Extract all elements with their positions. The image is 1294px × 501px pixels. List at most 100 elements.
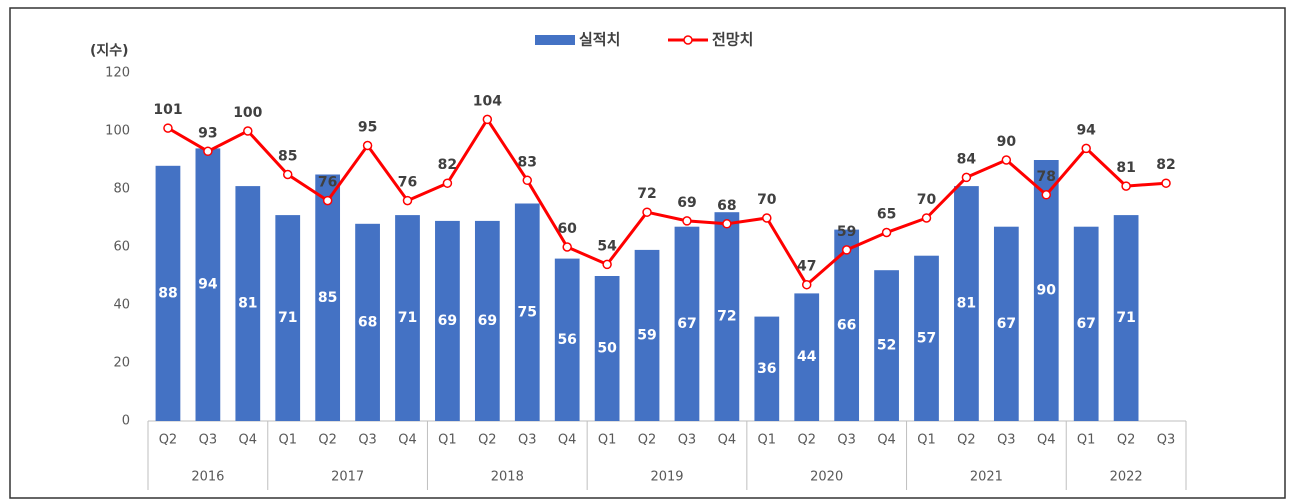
x-tick-label: Q1 xyxy=(438,433,457,448)
bar-value-label: 67 xyxy=(677,316,696,332)
x-group-label: 2020 xyxy=(810,470,843,485)
bar-value-label: 90 xyxy=(1037,283,1057,299)
x-group-label: 2016 xyxy=(191,470,224,485)
bar-value-label: 57 xyxy=(917,330,936,346)
bar-value-label: 67 xyxy=(1076,316,1095,332)
line-marker xyxy=(322,195,333,206)
x-tick-label: Q3 xyxy=(518,433,537,448)
line-marker xyxy=(243,126,253,136)
line-value-label: 76 xyxy=(398,175,417,191)
line-marker xyxy=(1041,190,1052,200)
line-marker xyxy=(562,242,572,252)
y-tick-label: 0 xyxy=(122,414,130,429)
x-group-label: 2021 xyxy=(970,470,1003,485)
line-value-label: 76 xyxy=(318,175,337,191)
bar-value-label: 36 xyxy=(757,361,776,377)
line-marker xyxy=(282,169,293,180)
line-marker xyxy=(682,216,692,226)
line-marker xyxy=(642,207,652,217)
line-marker xyxy=(482,114,493,125)
x-tick-label: Q3 xyxy=(1157,433,1176,448)
line-marker xyxy=(1161,178,1171,188)
bar xyxy=(1073,226,1099,421)
line-marker xyxy=(522,175,533,186)
bar xyxy=(674,226,700,421)
x-tick-label: Q4 xyxy=(877,433,896,448)
x-tick-label: Q3 xyxy=(837,433,856,448)
line-value-label: 82 xyxy=(438,157,457,173)
bar-value-label: 85 xyxy=(318,290,337,306)
line-value-label: 95 xyxy=(358,120,377,136)
bar-value-label: 67 xyxy=(997,316,1016,332)
bar-value-label: 71 xyxy=(1116,310,1135,326)
x-tick-label: Q1 xyxy=(758,433,777,448)
y-axis-label: (지수) xyxy=(90,43,129,59)
legend-label: 전망치 xyxy=(712,31,753,49)
line-value-label: 90 xyxy=(997,134,1017,150)
bar xyxy=(195,148,221,421)
x-tick-label: Q3 xyxy=(199,433,218,448)
x-group-label: 2018 xyxy=(491,470,524,485)
y-tick-label: 40 xyxy=(113,298,130,313)
bar-value-label: 72 xyxy=(717,309,736,325)
bar xyxy=(834,229,860,421)
bar-value-label: 88 xyxy=(158,285,177,301)
line-value-label: 65 xyxy=(877,207,896,223)
line-value-label: 100 xyxy=(233,105,262,121)
x-tick-label: Q2 xyxy=(638,433,657,448)
bar xyxy=(474,220,500,421)
x-tick-label: Q3 xyxy=(358,433,377,448)
bar xyxy=(954,186,979,421)
bar xyxy=(754,316,780,421)
x-group-label: 2022 xyxy=(1110,470,1143,485)
legend-swatch xyxy=(535,35,575,45)
y-tick-label: 100 xyxy=(105,124,130,139)
x-tick-label: Q4 xyxy=(558,433,577,448)
line-value-label: 54 xyxy=(597,238,617,254)
line-value-label: 70 xyxy=(917,192,937,208)
bar-value-label: 71 xyxy=(398,310,417,326)
x-tick-label: Q2 xyxy=(957,433,976,448)
line-value-label: 104 xyxy=(473,93,502,109)
line-marker xyxy=(362,140,373,151)
bar-value-label: 69 xyxy=(438,313,457,329)
bar-value-label: 50 xyxy=(597,341,617,357)
line-marker xyxy=(1001,155,1012,165)
bar xyxy=(794,293,820,421)
x-tick-label: Q2 xyxy=(318,433,337,448)
line-marker xyxy=(1121,181,1131,191)
x-tick-label: Q3 xyxy=(997,433,1016,448)
bar xyxy=(355,223,380,421)
x-tick-label: Q4 xyxy=(718,433,737,448)
bar-value-label: 56 xyxy=(557,332,576,348)
line xyxy=(167,117,1167,287)
bar-value-label: 59 xyxy=(637,327,656,343)
line-marker xyxy=(921,213,932,223)
line-value-label: 101 xyxy=(153,102,182,118)
bar-value-label: 68 xyxy=(358,314,377,330)
bar-value-label: 75 xyxy=(518,304,537,320)
line-marker xyxy=(762,213,772,223)
line-marker xyxy=(1081,143,1091,154)
line-marker xyxy=(722,219,732,229)
line-marker xyxy=(163,123,173,133)
y-tick-label: 20 xyxy=(113,356,130,371)
line-value-label: 82 xyxy=(1156,157,1175,173)
bar-value-label: 94 xyxy=(198,277,218,293)
x-tick-label: Q4 xyxy=(239,433,258,448)
line-marker xyxy=(602,259,612,270)
bar xyxy=(634,249,660,421)
line-value-label: 60 xyxy=(557,221,577,237)
bar xyxy=(235,186,261,421)
x-tick-label: Q3 xyxy=(678,433,697,448)
x-tick-label: Q2 xyxy=(1117,433,1136,448)
x-tick-label: Q4 xyxy=(1037,433,1056,448)
line-marker xyxy=(402,195,413,206)
bar-value-label: 52 xyxy=(877,338,896,354)
line-value-label: 72 xyxy=(637,186,656,202)
bar xyxy=(275,215,301,421)
x-group-label: 2017 xyxy=(331,470,364,485)
line-marker xyxy=(841,245,852,255)
bar-value-label: 69 xyxy=(478,313,497,329)
